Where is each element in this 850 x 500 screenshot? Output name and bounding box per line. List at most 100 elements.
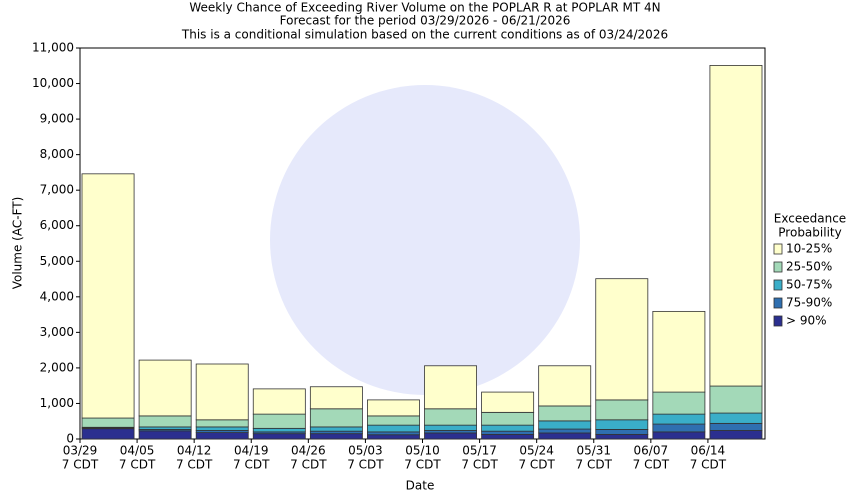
bar-segment bbox=[652, 423, 706, 433]
bar-segment bbox=[195, 419, 249, 428]
legend-label: 50-75% bbox=[786, 278, 832, 292]
x-tick-label: 05/03 bbox=[348, 444, 383, 458]
bar-segment bbox=[138, 415, 192, 428]
y-axis-label: Volume (AC-FT) bbox=[11, 197, 25, 290]
y-tick-label: 4,000 bbox=[40, 289, 74, 303]
chart-subtitle: Forecast for the period 03/29/2026 - 06/… bbox=[280, 14, 571, 28]
x-tick-sublabel: 7 CDT bbox=[176, 458, 213, 472]
x-tick-label: 04/19 bbox=[234, 444, 269, 458]
legend-swatch bbox=[773, 315, 783, 327]
legend-label: 25-50% bbox=[786, 260, 832, 274]
legend-label: > 90% bbox=[786, 314, 827, 328]
bar-segment bbox=[652, 391, 706, 415]
bar-segment bbox=[595, 278, 649, 401]
bar-segment bbox=[538, 405, 592, 422]
bar-segment bbox=[252, 427, 306, 433]
bar-segment bbox=[481, 391, 535, 413]
legend-swatch bbox=[773, 297, 783, 309]
bar-segment bbox=[424, 432, 477, 440]
bar-segment bbox=[367, 399, 420, 417]
bar-segment bbox=[81, 428, 135, 440]
bar-segment bbox=[309, 408, 363, 428]
bar-segment bbox=[481, 433, 535, 440]
y-tick-label: 1,000 bbox=[40, 396, 74, 410]
legend-swatch bbox=[773, 279, 783, 291]
bar-segment bbox=[709, 65, 763, 387]
y-tick-label: 8,000 bbox=[40, 147, 74, 161]
bar-segment bbox=[538, 432, 592, 440]
bar-segment bbox=[538, 420, 592, 430]
bar-segment bbox=[652, 310, 706, 393]
chart-note: This is a conditional simulation based o… bbox=[181, 28, 668, 42]
bar-segment bbox=[367, 431, 420, 436]
bar-segment bbox=[138, 430, 192, 440]
bar-segment bbox=[367, 424, 420, 433]
bar-segment bbox=[709, 385, 763, 414]
bar-segment bbox=[81, 173, 135, 419]
legend-title: Exceedance bbox=[774, 212, 846, 226]
y-tick-label: 6,000 bbox=[40, 218, 74, 232]
x-tick-label: 04/26 bbox=[291, 444, 326, 458]
bar-segment bbox=[595, 419, 649, 430]
bar-segment bbox=[367, 434, 420, 440]
y-tick-label: 5,000 bbox=[40, 254, 74, 268]
y-tick-label: 9,000 bbox=[40, 112, 74, 126]
x-tick-sublabel: 7 CDT bbox=[518, 458, 555, 472]
bar-segment bbox=[424, 408, 477, 426]
x-tick-label: 05/10 bbox=[405, 444, 440, 458]
x-tick-label: 05/17 bbox=[462, 444, 497, 458]
bar-segment bbox=[652, 413, 706, 425]
y-tick-label: 10,000 bbox=[32, 76, 74, 90]
x-tick-label: 05/24 bbox=[519, 444, 554, 458]
x-tick-sublabel: 7 CDT bbox=[119, 458, 156, 472]
x-tick-label: 05/31 bbox=[576, 444, 611, 458]
legend-title: Probability bbox=[778, 226, 841, 240]
bar-segment bbox=[424, 424, 477, 431]
x-tick-label: 06/14 bbox=[691, 444, 726, 458]
bar-segment bbox=[538, 428, 592, 434]
chart-title: Weekly Chance of Exceeding River Volume … bbox=[189, 1, 660, 15]
x-tick-sublabel: 7 CDT bbox=[347, 458, 384, 472]
y-tick-label: 11,000 bbox=[32, 41, 74, 55]
bar-segment bbox=[481, 411, 535, 426]
bar-segment bbox=[195, 363, 249, 421]
legend-label: 10-25% bbox=[786, 242, 832, 256]
bar-segment bbox=[309, 433, 363, 440]
bar-segment bbox=[709, 422, 763, 431]
bar-segment bbox=[367, 415, 420, 426]
bar-segment bbox=[309, 426, 363, 432]
watermark bbox=[270, 85, 580, 395]
bar-segment bbox=[481, 430, 535, 435]
bar-segment bbox=[252, 413, 306, 429]
bar-segment bbox=[538, 365, 592, 407]
bar-segment bbox=[652, 431, 706, 440]
x-tick-sublabel: 7 CDT bbox=[461, 458, 498, 472]
bar-segment bbox=[309, 386, 363, 410]
bar-segment bbox=[595, 433, 649, 440]
bar-segment bbox=[81, 417, 135, 428]
x-tick-sublabel: 7 CDT bbox=[62, 458, 99, 472]
bar-segment bbox=[709, 430, 763, 440]
y-tick-label: 7,000 bbox=[40, 183, 74, 197]
bar-segment bbox=[709, 412, 763, 424]
bar-segment bbox=[424, 365, 477, 410]
bar-segment bbox=[195, 432, 249, 440]
bar-segment bbox=[195, 426, 249, 431]
x-tick-label: 06/07 bbox=[634, 444, 669, 458]
y-tick-label: 3,000 bbox=[40, 325, 74, 339]
bar-segment bbox=[138, 359, 192, 417]
legend-label: 75-90% bbox=[786, 296, 832, 310]
x-tick-label: 04/05 bbox=[120, 444, 155, 458]
legend-swatch bbox=[773, 243, 783, 255]
x-tick-sublabel: 7 CDT bbox=[690, 458, 727, 472]
bar-segment bbox=[595, 399, 649, 421]
x-tick-sublabel: 7 CDT bbox=[404, 458, 441, 472]
bar-segment bbox=[252, 433, 306, 440]
x-axis-label: Date bbox=[406, 479, 435, 493]
x-tick-sublabel: 7 CDT bbox=[633, 458, 670, 472]
x-tick-sublabel: 7 CDT bbox=[290, 458, 327, 472]
x-tick-sublabel: 7 CDT bbox=[576, 458, 613, 472]
x-tick-sublabel: 7 CDT bbox=[233, 458, 270, 472]
x-tick-label: 03/29 bbox=[63, 444, 98, 458]
